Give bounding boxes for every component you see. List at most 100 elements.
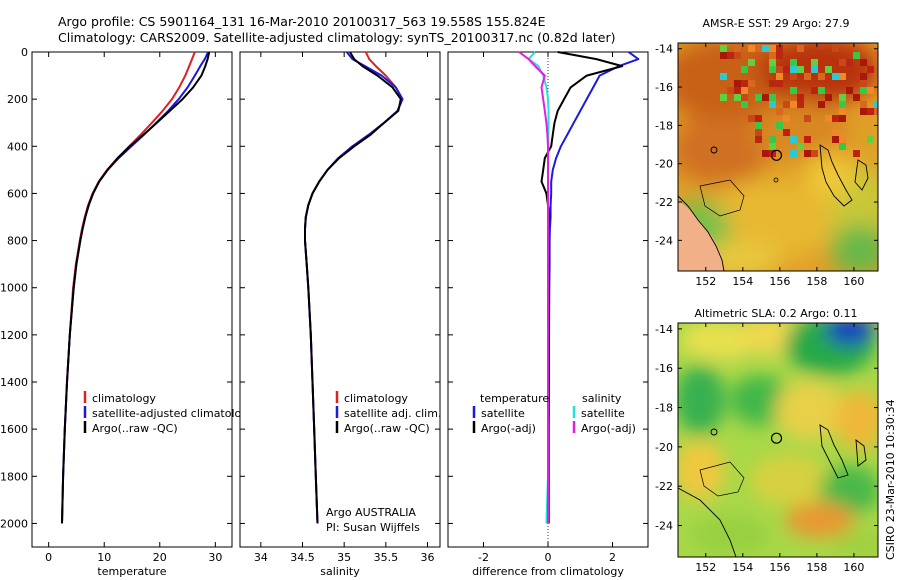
lon-tick-label: 154: [732, 275, 753, 288]
series-argo-raw-qc: [61, 51, 211, 524]
sst-pixel: [755, 136, 762, 143]
depth-tick-label: 800: [7, 235, 28, 248]
sst-pixel: [741, 87, 748, 94]
sst-pixel: [825, 115, 832, 122]
depth-axis: 0 200 400 600 800 1000 1200 1400 1600 1800 2000: [0, 46, 232, 530]
sst-pixel: [874, 101, 878, 108]
legend-label-temp-argo: Argo(-adj): [481, 422, 536, 435]
sst-pixel: [727, 87, 734, 94]
lat-tick-label: -14: [655, 323, 673, 336]
sst-pixel: [804, 136, 811, 143]
salinity-series: [304, 51, 404, 524]
sla-field: [678, 323, 878, 557]
lat-tick-label: -24: [655, 520, 673, 533]
salinity-y-ticks: [240, 51, 440, 524]
sst-pixel: [832, 115, 839, 122]
sst-pixel: [748, 115, 755, 122]
temperature-legend: climatology satellite-adjusted climatolo…: [83, 391, 255, 435]
sst-pixel: [769, 66, 776, 73]
sst-pixel: [846, 59, 853, 66]
sst-pixel: [797, 45, 804, 52]
sst-pixel: [790, 73, 797, 80]
sst-pixel: [797, 143, 804, 150]
sst-pixels: [720, 45, 878, 157]
salinity-axes: [239, 51, 441, 548]
sst-pixel: [839, 108, 846, 115]
legend-label-satellite: satellite adj. clim.: [344, 407, 441, 420]
sst-pixel: [748, 45, 755, 52]
sst-pixel: [839, 73, 846, 80]
sst-pixel: [776, 52, 783, 59]
difference-y-ticks: [448, 51, 648, 524]
lon-tick-label: 156: [769, 561, 790, 574]
x-tick-label: 0: [45, 551, 52, 564]
lon-tick-label: 160: [843, 561, 864, 574]
sla-longitude-axis: 152 154 156 158 160: [695, 323, 864, 574]
sst-pixel: [804, 115, 811, 122]
sst-pixel: [797, 94, 804, 101]
sst-pixel: [818, 73, 825, 80]
sla-map-axes: [677, 322, 879, 558]
sst-pixel: [769, 59, 776, 66]
lat-tick-label: -24: [655, 234, 673, 247]
sst-pixel: [769, 94, 776, 101]
difference-legend: temperature salinity satellite Argo(-adj…: [472, 392, 636, 435]
sst-pixel: [790, 66, 797, 73]
sst-pixel: [804, 150, 811, 157]
sst-pixel: [748, 59, 755, 66]
sst-pixel: [839, 94, 846, 101]
lon-tick-label: 154: [732, 561, 753, 574]
sst-pixel: [839, 143, 846, 150]
legend-label-argo: Argo(..raw -QC): [92, 422, 178, 435]
sst-pixel: [797, 101, 804, 108]
sst-pixel: [832, 73, 839, 80]
sst-pixel: [790, 59, 797, 66]
float-marker-sst: [770, 149, 783, 161]
sla-map-title: Altimetric SLA: 0.2 Argo: 0.11: [694, 307, 857, 320]
sst-pixel: [860, 73, 867, 80]
sst-pixel: [783, 101, 790, 108]
sst-pixel: [818, 101, 825, 108]
float-marker-sla: [770, 432, 783, 444]
sst-pixel: [867, 87, 874, 94]
difference-xlabel: difference from climatology: [472, 565, 624, 578]
lon-tick-label: 152: [695, 561, 716, 574]
lat-tick-label: -20: [655, 158, 673, 171]
sst-pixel: [776, 66, 783, 73]
legend-label-argo: Argo(..raw -QC): [344, 422, 430, 435]
depth-tick-label: 1400: [0, 376, 28, 389]
sst-pixel: [720, 73, 727, 80]
lon-tick-label: 160: [843, 275, 864, 288]
sst-pixel: [811, 66, 818, 73]
lat-tick-label: -22: [655, 196, 673, 209]
legend-label-satellite: satellite-adjusted climatology: [92, 407, 255, 420]
depth-tick-label: 1600: [0, 423, 28, 436]
sst-pixel: [762, 45, 769, 52]
depth-tick-label: 1800: [0, 470, 28, 483]
sst-pixel: [832, 45, 839, 52]
sst-pixel: [825, 94, 832, 101]
sla-latitude-axis: -14 -16 -18 -20 -22 -24: [655, 323, 878, 533]
x-tick-label: 34: [254, 551, 268, 564]
sst-pixel: [769, 150, 776, 157]
sst-pixel: [867, 66, 874, 73]
sst-pixel: [769, 52, 776, 59]
sst-pixel: [741, 80, 748, 87]
sst-pixel: [825, 66, 832, 73]
lat-tick-label: -16: [655, 362, 673, 375]
sst-pixel: [790, 136, 797, 143]
lat-tick-label: -14: [655, 43, 673, 56]
depth-tick-label: 2000: [0, 517, 28, 530]
sst-pixel: [790, 87, 797, 94]
sst-pixel: [832, 136, 839, 143]
sst-pixel: [839, 101, 846, 108]
depth-tick-label: 1200: [0, 329, 28, 342]
sst-pixel: [755, 122, 762, 129]
sst-pixel: [776, 80, 783, 87]
depth-tick-label: 1000: [0, 282, 28, 295]
salinity-x-axis: 34 34.5 35 35.5 36: [254, 52, 435, 564]
sst-pixel: [839, 59, 846, 66]
sst-pixel: [860, 59, 867, 66]
x-tick-label: -2: [478, 551, 489, 564]
sst-pixel: [769, 143, 776, 150]
